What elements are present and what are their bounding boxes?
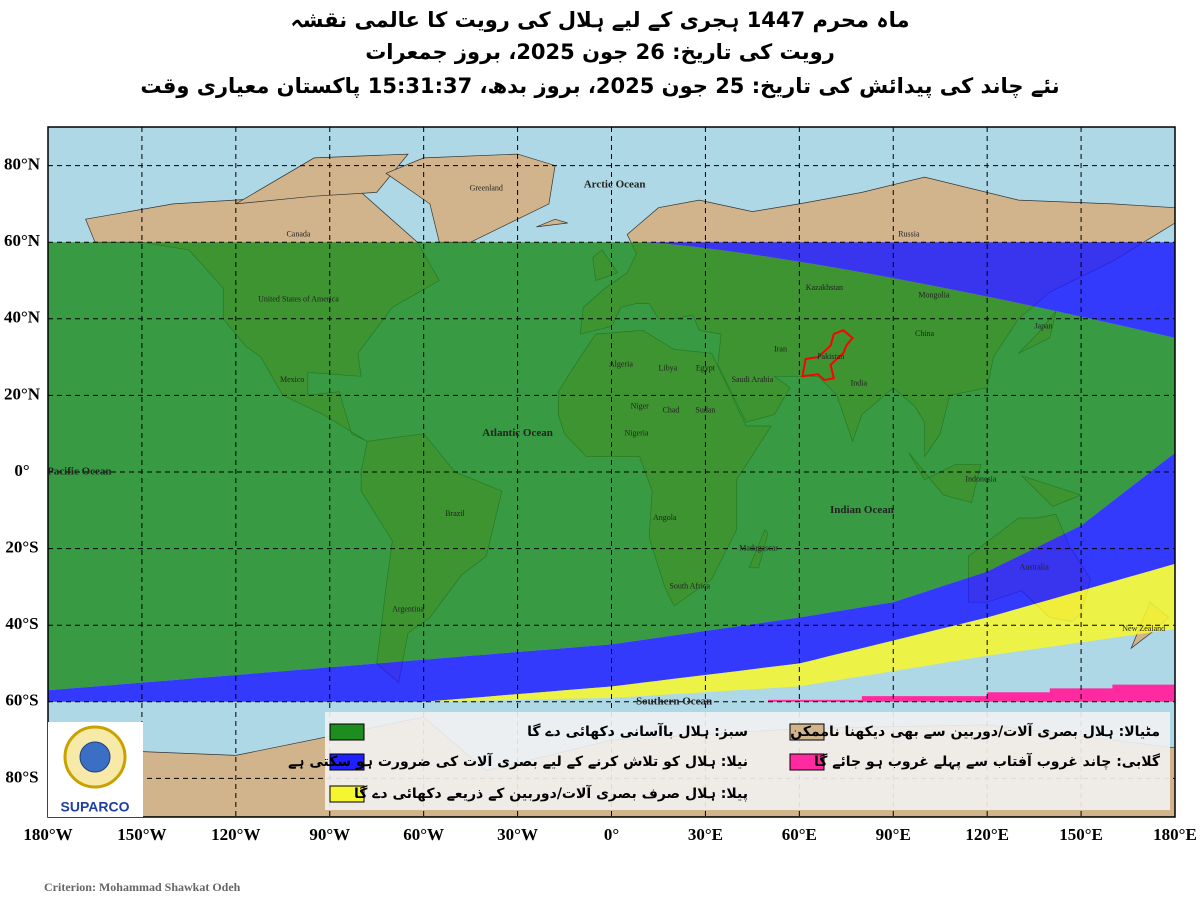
place-label: Russia — [898, 229, 920, 238]
place-label: Mexico — [280, 375, 304, 384]
legend-label: پیلا: ہلال صرف بصری آلات/دوربین کے ذریعے… — [354, 784, 748, 802]
logo-name: SUPARCO — [61, 799, 130, 815]
legend-swatch — [789, 753, 825, 771]
place-label: Libya — [659, 363, 678, 372]
legend-label: نیلا: ہلال کو تلاش کرنے کے لیے بصری آلات… — [288, 752, 748, 770]
place-label: India — [851, 379, 868, 388]
place-label: Madagascar — [739, 543, 778, 552]
lon-label: 120°W — [211, 825, 260, 844]
legend-swatch — [329, 723, 365, 741]
place-label: New Zealand — [1122, 624, 1165, 633]
legend-swatch — [329, 753, 365, 771]
land — [536, 218, 568, 228]
lat-label: 40°S — [5, 614, 38, 633]
lat-label: 20°S — [5, 538, 38, 557]
legend-label: گلابی: چاند غروب آفتاب سے پہلے غروب ہو ج… — [814, 752, 1161, 770]
lon-label: 180°W — [23, 825, 72, 844]
lon-label: 60°W — [403, 825, 444, 844]
place-label: Sudan — [695, 406, 715, 415]
lon-label: 180°E — [1153, 825, 1197, 844]
place-label: Chad — [663, 406, 680, 415]
place-label: South Africa — [669, 582, 710, 591]
new-moon-info: نئے چاند کی پیدائش کی تاریخ: 25 جون 2025… — [140, 74, 1060, 98]
legend-label: مٹیالا: ہلال بصری آلات/دوربین سے بھی دیک… — [790, 722, 1160, 740]
ocean-label: Atlantic Ocean — [482, 427, 553, 439]
lat-label: 80°N — [4, 155, 41, 174]
lon-label: 90°E — [876, 825, 911, 844]
title: ماہ محرم 1447 ہجری کے لیے ہلال کی رویت ک… — [290, 8, 910, 32]
place-label: Australia — [1019, 563, 1049, 572]
lat-label: 60°N — [4, 231, 41, 250]
ocean-label: Arctic Ocean — [584, 178, 646, 190]
lat-label: 0° — [14, 461, 29, 480]
zone-pink — [768, 684, 1175, 702]
place-label: Saudi Arabia — [732, 375, 774, 384]
ocean-label: Pacific Ocean — [47, 466, 111, 478]
ocean-label: Southern Ocean — [636, 695, 712, 707]
place-label: Nigeria — [625, 429, 649, 438]
legend-label: سبز: ہلال باآسانی دکھائی دے گا — [527, 722, 748, 740]
lon-label: 120°E — [965, 825, 1009, 844]
place-label: Angola — [653, 513, 677, 522]
lon-label: 90°W — [309, 825, 350, 844]
map-frame — [47, 126, 1176, 818]
place-label: Egypt — [696, 363, 716, 372]
lon-label: 0° — [604, 825, 619, 844]
logo-globe — [79, 741, 111, 773]
place-label: United States of America — [258, 294, 339, 303]
zone-blue — [48, 452, 1175, 702]
legend-swatch — [329, 785, 365, 803]
lat-label: 80°S — [5, 767, 38, 786]
lon-label: 60°E — [782, 825, 817, 844]
pakistan-outline — [801, 329, 855, 382]
place-label: Algeria — [609, 360, 633, 369]
ocean-label: Indian Ocean — [830, 504, 894, 516]
place-label: Japan — [1034, 321, 1052, 330]
place-label: Pakistan — [817, 352, 844, 361]
lat-label: 20°N — [4, 384, 41, 403]
place-label: Kazakhstan — [806, 283, 843, 292]
legend-swatch — [789, 723, 825, 741]
lon-label: 150°E — [1059, 825, 1103, 844]
map: 80°N 60°N 40°N 20°N 0° 20°S 40°S 60°S 80°S 180°W 1… — [4, 126, 1197, 844]
place-label: Greenland — [470, 183, 503, 192]
place-label: Indonesia — [965, 474, 997, 483]
place-label: Canada — [286, 229, 310, 238]
credit: Criterion: Mohammad Shawkat Odeh — [44, 880, 241, 894]
lon-label: 30°E — [688, 825, 723, 844]
lon-label: 150°W — [117, 825, 166, 844]
lat-label: 40°N — [4, 308, 41, 327]
place-label: Argentina — [392, 605, 424, 614]
lon-label: 30°W — [497, 825, 538, 844]
place-label: Mongolia — [918, 291, 950, 300]
subtitle: رویت کی تاریخ: 26 جون 2025، بروز جمعرات — [365, 40, 835, 64]
place-label: Iran — [774, 344, 787, 353]
lat-label: 60°S — [5, 691, 38, 710]
place-label: Niger — [631, 402, 650, 411]
place-label: Brazil — [445, 509, 465, 518]
legend-box — [325, 712, 1170, 810]
zone-blue — [642, 242, 1175, 338]
place-label: China — [915, 329, 935, 338]
